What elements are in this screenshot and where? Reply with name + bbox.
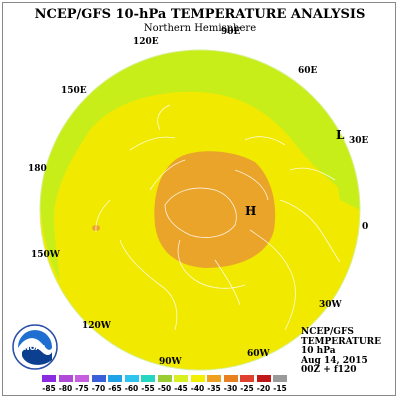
legend-tick-label: -35 bbox=[207, 384, 221, 393]
legend-tick-label: -65 bbox=[108, 384, 122, 393]
info-line-source: NCEP/GFS bbox=[301, 327, 354, 337]
legend-swatch bbox=[273, 375, 287, 382]
legend-tick-label: -50 bbox=[157, 384, 172, 393]
info-line-date: Aug 14, 2015 bbox=[301, 355, 368, 366]
noaa-logo: NOAA bbox=[12, 324, 58, 370]
legend-tick-label: -25 bbox=[240, 384, 254, 393]
legend-tick-label: -55 bbox=[141, 384, 155, 393]
legend-tick-label: -20 bbox=[256, 384, 271, 393]
legend-swatch bbox=[75, 375, 89, 382]
lon-label-60w: 60W bbox=[247, 349, 270, 359]
legend-swatch bbox=[256, 375, 271, 382]
legend-tick-label: -60 bbox=[124, 384, 139, 393]
chart-title: NCEP/GFS 10-hPa TEMPERATURE ANALYSIS bbox=[34, 7, 366, 22]
legend-swatch bbox=[108, 375, 122, 382]
coastlines bbox=[95, 104, 341, 331]
legend-swatch bbox=[207, 375, 221, 382]
lon-label-120e: 120E bbox=[133, 37, 159, 47]
hemisphere-edge bbox=[39, 49, 361, 371]
legend-tick-label: -80 bbox=[58, 384, 73, 393]
lon-label-150e: 150E bbox=[61, 86, 87, 96]
logo-text: NOAA bbox=[24, 344, 47, 352]
cold-band-east bbox=[337, 120, 360, 210]
legend-swatch bbox=[141, 375, 155, 382]
legend-swatch bbox=[174, 375, 188, 382]
chart-subtitle: Northern Hemisphere bbox=[143, 23, 257, 34]
info-line-level: 10 hPa bbox=[301, 346, 336, 356]
legend-swatch bbox=[124, 375, 139, 382]
legend-swatch bbox=[91, 375, 106, 382]
lon-label-30e: 30E bbox=[349, 136, 369, 146]
lon-label-60e: 60E bbox=[298, 66, 318, 76]
lon-label-90e: 90E bbox=[221, 27, 241, 37]
legend-swatch bbox=[42, 375, 56, 382]
legend-tick-label: -70 bbox=[91, 384, 106, 393]
legend-tick-label: -45 bbox=[174, 384, 188, 393]
lon-label-180: 180 bbox=[28, 164, 47, 174]
lon-label-30w: 30W bbox=[319, 300, 342, 310]
legend-swatch bbox=[223, 375, 238, 382]
lon-label-150w: 150W bbox=[31, 250, 60, 260]
legend-swatch bbox=[190, 375, 205, 382]
high-pressure-marker: H bbox=[245, 204, 257, 218]
legend-tick-label: -15 bbox=[273, 384, 287, 393]
legend-tick-label: -40 bbox=[190, 384, 205, 393]
legend-swatch bbox=[157, 375, 172, 382]
legend-tick-label: -85 bbox=[42, 384, 56, 393]
lon-label-0: 0 bbox=[362, 222, 369, 232]
info-block: NCEP/GFS TEMPERATURE 10 hPa Aug 14, 2015… bbox=[301, 327, 382, 376]
info-line-forecast: 00Z + f120 bbox=[301, 365, 357, 375]
low-pressure-marker: L bbox=[336, 128, 345, 142]
legend-tick-label: -30 bbox=[223, 384, 238, 393]
lon-label-90w: 90W bbox=[159, 357, 182, 367]
lon-label-120w: 120W bbox=[82, 321, 111, 331]
legend-swatch bbox=[240, 375, 254, 382]
cold-band bbox=[40, 50, 360, 280]
info-line-variable: TEMPERATURE bbox=[301, 336, 382, 347]
legend-swatch bbox=[58, 375, 73, 382]
warm-core bbox=[154, 151, 276, 268]
legend-tick-label: -75 bbox=[75, 384, 89, 393]
